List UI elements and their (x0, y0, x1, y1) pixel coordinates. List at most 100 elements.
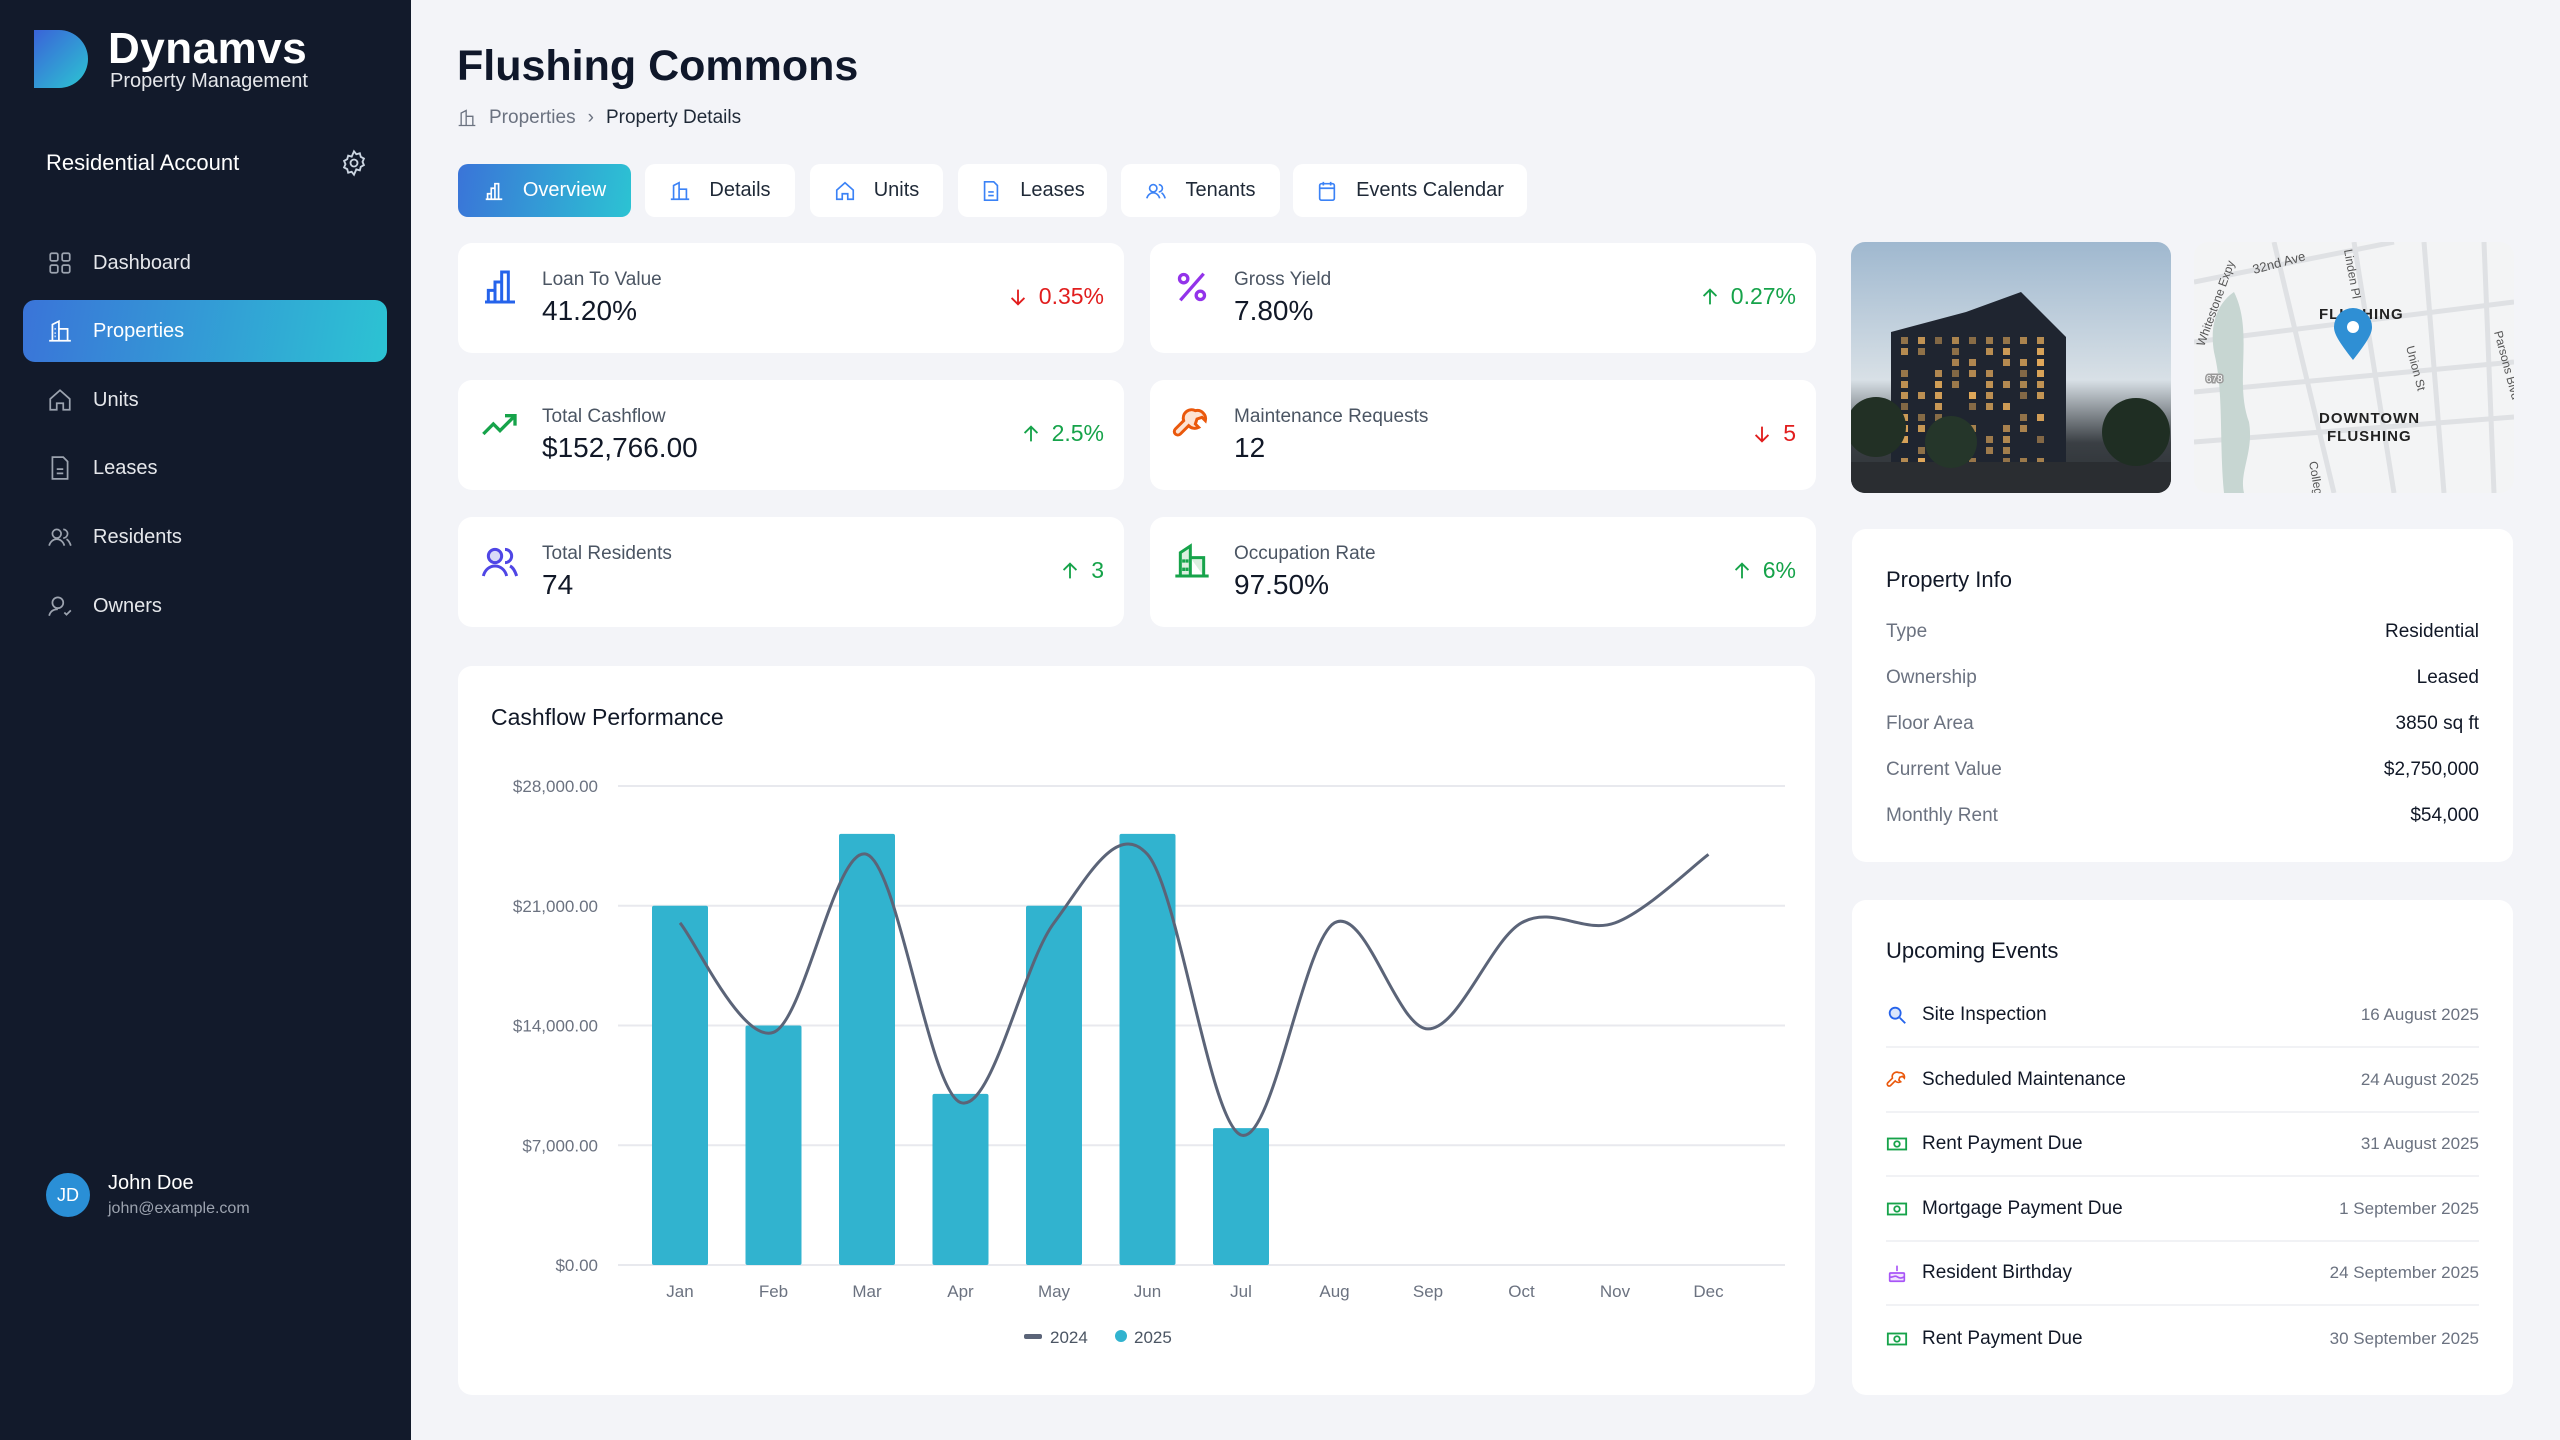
kpi-label: Total Residents (542, 543, 672, 565)
sidebar-item-owners[interactable]: Owners (23, 575, 387, 637)
info-value: Residential (2385, 621, 2479, 643)
map-label: FLUSHING (2327, 428, 2412, 445)
breadcrumb-properties[interactable]: Properties (489, 107, 576, 129)
breadcrumb-current: Property Details (606, 107, 741, 129)
arrow-up-icon (1731, 560, 1753, 582)
kpi-label: Total Cashflow (542, 406, 666, 428)
sidebar-item-units[interactable]: Units (23, 369, 387, 431)
home-icon (47, 387, 73, 413)
money-icon (1886, 1328, 1908, 1350)
kpi-card-occupation-rate: Occupation Rate 97.50% 6% (1150, 517, 1816, 627)
event-item[interactable]: Rent Payment Due 31 August 2025 (1886, 1113, 2479, 1177)
kpi-value: 7.80% (1234, 295, 1313, 327)
map-pin-icon[interactable] (2334, 308, 2372, 360)
wrench-icon (1172, 404, 1212, 444)
building-icon (1172, 541, 1212, 581)
x-tick-label: Mar (852, 1282, 882, 1301)
account-label: Residential Account (46, 150, 239, 176)
kpi-card-total-residents: Total Residents 74 3 (458, 517, 1124, 627)
gear-icon[interactable] (340, 149, 368, 177)
x-tick-label: Jul (1230, 1282, 1252, 1301)
arrow-up-icon (1020, 423, 1042, 445)
kpi-change-value: 6% (1763, 557, 1796, 584)
sidebar-item-label: Properties (93, 320, 184, 343)
bar-2025-jan (652, 906, 708, 1265)
money-icon (1886, 1198, 1908, 1220)
map-canvas: 32nd Ave Linden Pl FLUSHING DOWNTOWN FLU… (2194, 242, 2514, 493)
kpi-change-value: 0.35% (1039, 283, 1104, 310)
bar-2025-feb (746, 1026, 802, 1266)
sidebar-item-dashboard[interactable]: Dashboard (23, 232, 387, 294)
tab-label: Overview (523, 179, 606, 202)
document-icon (47, 455, 73, 481)
building-photo-icon (1851, 242, 2171, 493)
sidebar-item-label: Dashboard (93, 252, 191, 275)
kpi-label: Loan To Value (542, 269, 662, 291)
kpi-change-value: 5 (1783, 420, 1796, 447)
x-tick-label: Oct (1508, 1282, 1535, 1301)
info-row: Ownership Leased (1886, 667, 2479, 689)
info-key: Type (1886, 621, 1927, 643)
info-key: Current Value (1886, 759, 2002, 781)
y-tick-label: $7,000.00 (522, 1136, 598, 1155)
sidebar-item-leases[interactable]: Leases (23, 437, 387, 499)
kpi-label: Gross Yield (1234, 269, 1331, 291)
info-row: Floor Area 3850 sq ft (1886, 713, 2479, 735)
location-map[interactable]: 32nd Ave Linden Pl FLUSHING DOWNTOWN FLU… (2194, 242, 2514, 493)
tab-overview[interactable]: Overview (458, 164, 631, 217)
user-email: john@example.com (108, 1200, 250, 1218)
event-item[interactable]: Mortgage Payment Due 1 September 2025 (1886, 1178, 2479, 1242)
kpi-card-loan-to-value: Loan To Value 41.20% 0.35% (458, 243, 1124, 353)
sidebar: Dynamvs Property Management Residential … (0, 0, 411, 1440)
kpi-card-maintenance-requests: Maintenance Requests 12 5 (1150, 380, 1816, 490)
chevron-right-icon: › (588, 107, 594, 129)
event-item[interactable]: Scheduled Maintenance 24 August 2025 (1886, 1049, 2479, 1113)
info-key: Monthly Rent (1886, 805, 1998, 827)
event-date: 24 September 2025 (2330, 1263, 2479, 1283)
upcoming-events-card: Upcoming Events Site Inspection 16 August… (1852, 900, 2513, 1395)
building-icon (669, 180, 691, 202)
tab-details[interactable]: Details (645, 164, 795, 217)
map-label: DOWNTOWN (2319, 410, 2420, 427)
legend-2024-label: 2024 (1050, 1328, 1088, 1347)
tab-label: Details (709, 179, 770, 202)
info-value: $2,750,000 (2384, 759, 2479, 781)
info-key: Floor Area (1886, 713, 1974, 735)
info-value: 3850 sq ft (2396, 713, 2479, 735)
event-name: Scheduled Maintenance (1922, 1069, 2126, 1091)
kpi-card-total-cashflow: Total Cashflow $152,766.00 2.5% (458, 380, 1124, 490)
money-icon (1886, 1133, 1908, 1155)
tab-leases[interactable]: Leases (958, 164, 1107, 217)
avatar[interactable]: JD (46, 1173, 90, 1217)
info-key: Ownership (1886, 667, 1977, 689)
users-icon (480, 541, 520, 581)
x-tick-label: Jan (666, 1282, 693, 1301)
event-item[interactable]: Rent Payment Due 30 September 2025 (1886, 1307, 2479, 1371)
sidebar-item-properties[interactable]: Properties (23, 300, 387, 362)
tab-events-calendar[interactable]: Events Calendar (1293, 164, 1527, 217)
x-tick-label: Jun (1134, 1282, 1161, 1301)
event-item[interactable]: Site Inspection 16 August 2025 (1886, 984, 2479, 1048)
map-label: 678 (2206, 374, 2223, 385)
legend-2025-swatch (1115, 1330, 1127, 1342)
tab-tenants[interactable]: Tenants (1121, 164, 1280, 217)
cashflow-chart: $0.00 $7,000.00 $14,000.00 $21,000.00 $28,00… (458, 666, 1815, 1395)
sidebar-item-residents[interactable]: Residents (23, 506, 387, 568)
kpi-value: 12 (1234, 432, 1265, 464)
info-row: Monthly Rent $54,000 (1886, 805, 2479, 827)
tab-units[interactable]: Units (810, 164, 943, 217)
event-name: Mortgage Payment Due (1922, 1198, 2123, 1220)
y-tick-label: $28,000.00 (513, 777, 598, 796)
event-name: Site Inspection (1922, 1004, 2047, 1026)
info-value: $54,000 (2410, 805, 2479, 827)
event-item[interactable]: Resident Birthday 24 September 2025 (1886, 1242, 2479, 1306)
users-icon (1145, 180, 1167, 202)
kpi-change-value: 3 (1091, 557, 1104, 584)
page-title: Flushing Commons (457, 42, 858, 91)
kpi-value: 74 (542, 569, 573, 601)
y-tick-label: $21,000.00 (513, 897, 598, 916)
kpi-value: $152,766.00 (542, 432, 698, 464)
tab-label: Units (874, 179, 920, 202)
sidebar-item-label: Residents (93, 526, 182, 549)
map-label: Linden Pl (2341, 248, 2363, 300)
